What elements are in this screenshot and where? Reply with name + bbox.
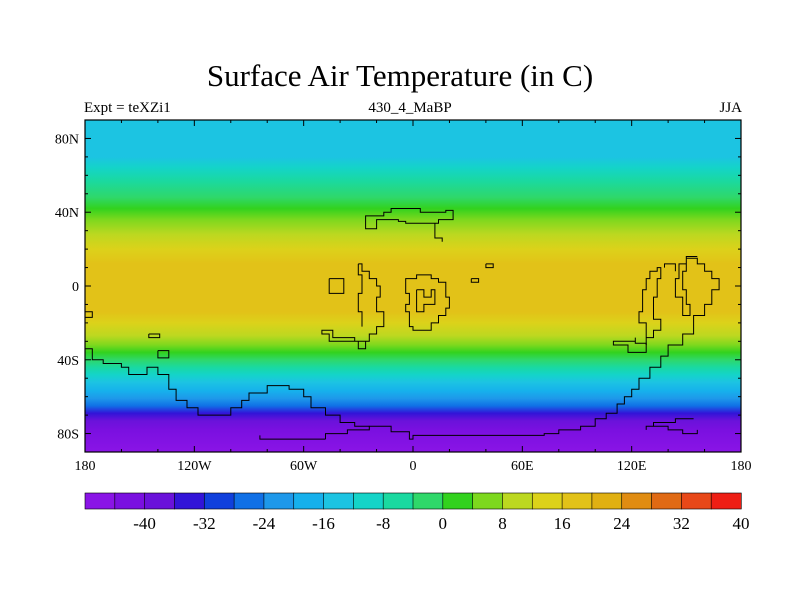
season-label: JJA [719, 100, 742, 116]
colorbar-swatch [114, 492, 146, 510]
coastline [321, 263, 385, 350]
colorbar-swatch [561, 492, 593, 510]
lon-tick-label: 60E [511, 459, 534, 474]
coastline [416, 289, 436, 313]
colorbar-swatch [442, 492, 474, 510]
colorbar-swatch [203, 492, 235, 510]
coastline [653, 425, 698, 435]
coastline [148, 333, 161, 339]
colorbar-swatch [710, 492, 742, 510]
coastline [157, 350, 170, 359]
colorbar-swatch [174, 492, 205, 510]
lat-tick-label: 40S [57, 354, 79, 369]
colorbar-label: -16 [312, 514, 335, 533]
coastline [664, 263, 676, 272]
colorbar-label: -32 [193, 514, 216, 533]
colorbar-swatch [144, 492, 176, 510]
colorbar-label: 32 [673, 514, 690, 533]
colorbar-swatch [531, 492, 563, 510]
colorbar-label: -8 [376, 514, 390, 533]
coastline [485, 263, 494, 269]
coastline [85, 348, 370, 427]
lon-tick-label: 120W [177, 459, 212, 474]
coastline [612, 337, 647, 353]
colorbar-swatch [323, 492, 354, 510]
colorbar-label: -24 [253, 514, 276, 533]
lon-tick-label: 180 [731, 459, 752, 474]
colorbar-label: -40 [133, 514, 156, 533]
lat-tick-label: 40N [55, 206, 79, 221]
period-label: 430_4_MaBP [368, 100, 452, 116]
colorbar-label: 24 [613, 514, 631, 533]
lon-tick-label: 120E [617, 459, 647, 474]
colorbar-swatch [591, 492, 623, 510]
map-title: Surface Air Temperature (in C) [206, 58, 594, 93]
map-panel [84, 119, 742, 453]
colorbar: -40 -32 -24 -16 -8 0 8 16 24 32 40 [84, 492, 750, 533]
colorbar-swatch [382, 492, 414, 510]
colorbar-swatch [412, 492, 444, 510]
coastline [357, 263, 363, 327]
coastline [328, 278, 345, 294]
colorbar-label: 8 [498, 514, 507, 533]
coastline [85, 311, 93, 318]
lon-tick-label: 180 [75, 459, 96, 474]
colorbar-label: 16 [554, 514, 571, 533]
coastline [405, 274, 450, 331]
coastline [325, 256, 720, 440]
latitude-axis: 80N 40N 0 40S 80S [55, 119, 741, 453]
colorbar-label: 0 [439, 514, 448, 533]
colorbar-swatch [353, 492, 384, 510]
coastline [434, 223, 443, 242]
colorbar-swatch [472, 492, 504, 510]
colorbar-swatch [681, 492, 712, 510]
colorbar-swatch [293, 492, 325, 510]
lat-tick-label: 80N [55, 132, 79, 147]
colorbar-swatch [502, 492, 533, 510]
colorbar-swatch [233, 492, 265, 510]
colorbar-swatch [263, 492, 295, 510]
experiment-label: Expt = teXZi1 [84, 100, 171, 116]
coastline [365, 208, 454, 230]
colorbar-swatch [651, 492, 682, 510]
coastline [470, 278, 480, 283]
lon-tick-label: 0 [410, 459, 417, 474]
coastline [638, 267, 662, 345]
coastline [259, 435, 326, 440]
colorbar-swatch [84, 492, 116, 510]
lon-tick-label: 60W [290, 459, 318, 474]
coastline [645, 418, 694, 430]
coastline-layer [85, 208, 720, 440]
lat-tick-label: 0 [72, 280, 79, 295]
temperature-field [85, 120, 741, 452]
lat-tick-label: 80S [57, 428, 79, 443]
colorbar-label: 40 [733, 514, 750, 533]
longitude-axis: 180 120W 60W 0 60E 120E 180 [75, 120, 752, 474]
colorbar-swatch [621, 492, 653, 510]
